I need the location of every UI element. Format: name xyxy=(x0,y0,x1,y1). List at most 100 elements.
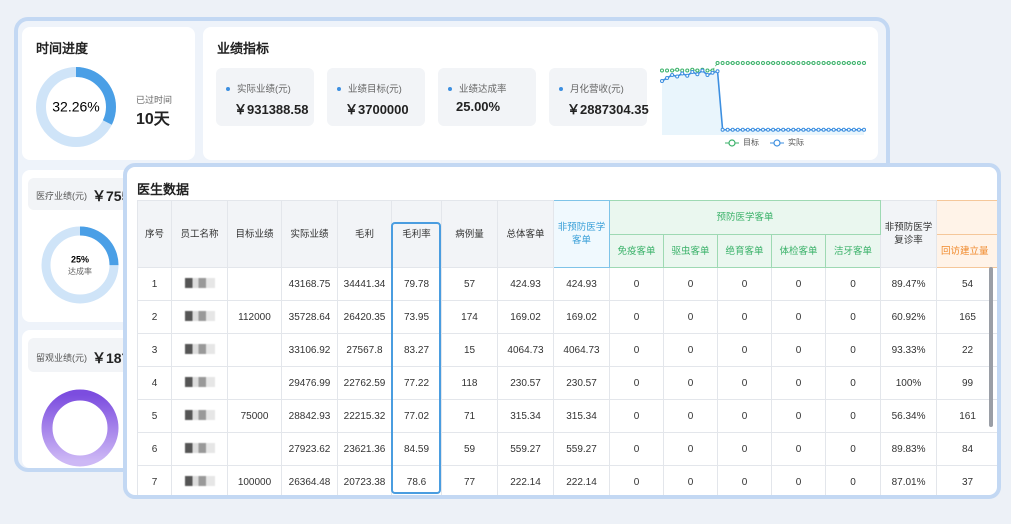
table-cell: 0 xyxy=(824,432,882,466)
trend-point xyxy=(786,61,791,65)
table-cell: 0 xyxy=(771,399,826,433)
table-cell: 0 xyxy=(824,465,882,495)
trend-point xyxy=(851,61,856,65)
table-cell: 78.6 xyxy=(391,465,442,495)
table-cell: 5 xyxy=(137,399,172,433)
table-cell xyxy=(171,333,228,367)
table-cell: 230.57 xyxy=(497,366,554,400)
trend-point xyxy=(745,127,750,132)
table-cell: 26364.48 xyxy=(281,465,338,495)
table-cell xyxy=(227,432,282,466)
table-cell xyxy=(171,399,228,433)
table-cell xyxy=(171,267,228,301)
time-card: 时间进度 32.26% 已过时间 10天 xyxy=(22,27,195,160)
trend-point xyxy=(700,68,705,73)
trend-point xyxy=(771,127,776,132)
trend-point xyxy=(801,127,806,132)
trend-point xyxy=(740,127,745,132)
table-cell: 54 xyxy=(936,267,997,301)
table-row: 3 33106.92 27567.8 83.27 15 4064.73 4064.73 0 0 0… xyxy=(137,333,997,367)
trend-point xyxy=(675,74,680,79)
ring xyxy=(41,389,119,467)
table-cell: 0 xyxy=(717,300,772,334)
table-cell: 100000 xyxy=(227,465,282,495)
metric-label: 业绩达成率 xyxy=(448,81,507,95)
table-cell: 0 xyxy=(824,333,882,367)
column-header: 序号 xyxy=(137,200,172,268)
table-cell: 4064.73 xyxy=(553,333,610,367)
panel-title: 医生数据 xyxy=(137,182,190,197)
trend-point xyxy=(670,73,675,77)
table-cell: 26420.35 xyxy=(337,300,392,334)
table-cell: 0 xyxy=(663,465,718,495)
table-cell: 0 xyxy=(663,432,718,466)
trend-point xyxy=(826,127,831,132)
trend-point xyxy=(755,127,760,132)
trend-point xyxy=(791,127,796,132)
donut-caption: 达成率 xyxy=(68,266,92,276)
metric-box: 业绩达成率 25.00% xyxy=(438,68,536,126)
table-wrap: 序号 员工名称 目标业绩 实际业绩 毛利 毛利率 病例量 总体客单 非预防医学客单 预防医学客单非… xyxy=(137,200,997,495)
trend-point xyxy=(862,127,866,132)
trend-point xyxy=(761,127,765,132)
trend-chart: 目标 实际 xyxy=(660,61,866,147)
table-cell: 0 xyxy=(609,300,664,334)
blurred-name xyxy=(184,343,215,354)
table-cell: 77.22 xyxy=(391,366,442,400)
trend-point xyxy=(735,61,740,65)
table-cell: 75000 xyxy=(227,399,282,433)
table-cell: 34441.34 xyxy=(337,267,392,301)
column-header: 员工名称 xyxy=(171,200,228,268)
trend-point xyxy=(862,61,866,65)
table-cell: 0 xyxy=(771,267,826,301)
table-cell: 0 xyxy=(824,399,882,433)
purple-ring xyxy=(41,389,119,467)
table-cell: 424.93 xyxy=(497,267,554,301)
table-cell: 84 xyxy=(936,432,997,466)
trend-point xyxy=(791,61,796,65)
table-cell: 0 xyxy=(717,366,772,400)
trend-point xyxy=(715,61,720,65)
trend-point xyxy=(801,61,806,65)
trend-point xyxy=(740,61,745,65)
table-cell: 23621.36 xyxy=(337,432,392,466)
table-cell: 0 xyxy=(824,267,882,301)
table-row: 6 27923.62 23621.36 84.59 59 559.27 559.27 0 0 0 0… xyxy=(137,432,997,466)
trend-point xyxy=(665,68,670,73)
card-title: 时间进度 xyxy=(36,41,89,56)
table-row: 4 29476.99 22762.59 77.22 118 230.57 230.57 0 0 0… xyxy=(137,366,997,400)
trend-point xyxy=(766,61,771,65)
column-header: 毛利 xyxy=(337,200,392,268)
table-cell: 161 xyxy=(936,399,997,433)
blurred-name xyxy=(184,376,215,387)
metric-label: 月化营收(元) xyxy=(559,81,624,95)
trend-point xyxy=(841,61,846,65)
trend-point xyxy=(695,68,700,73)
table-cell: 60.92% xyxy=(880,300,938,334)
table-cell: 0 xyxy=(663,366,718,400)
table-cell xyxy=(227,333,282,367)
table-cell: 559.27 xyxy=(497,432,554,466)
legend-label: 实际 xyxy=(788,137,804,147)
table-cell: 230.57 xyxy=(553,366,610,400)
blurred-name xyxy=(184,442,215,453)
table-cell: 0 xyxy=(609,465,664,495)
trend-point xyxy=(705,73,710,77)
table-cell: 0 xyxy=(609,366,664,400)
trend-point xyxy=(690,70,695,74)
trend-point xyxy=(786,127,791,132)
table-cell: 89.47% xyxy=(880,267,938,301)
table-cell: 99 xyxy=(936,366,997,400)
table-head: 序号 员工名称 目标业绩 实际业绩 毛利 毛利率 病例量 总体客单 非预防医学客单 预防医学客单非… xyxy=(137,200,997,268)
table-cell: 83.27 xyxy=(391,333,442,367)
table-cell: 118 xyxy=(441,366,498,400)
trend-point xyxy=(685,68,690,73)
trend-point xyxy=(816,61,821,65)
table-cell: 0 xyxy=(663,267,718,301)
group-header: 预防医学客单 xyxy=(608,200,882,235)
trend-point xyxy=(781,127,786,132)
trend-point xyxy=(826,61,831,65)
trend-point xyxy=(821,61,826,65)
table-cell: 1 xyxy=(137,267,172,301)
